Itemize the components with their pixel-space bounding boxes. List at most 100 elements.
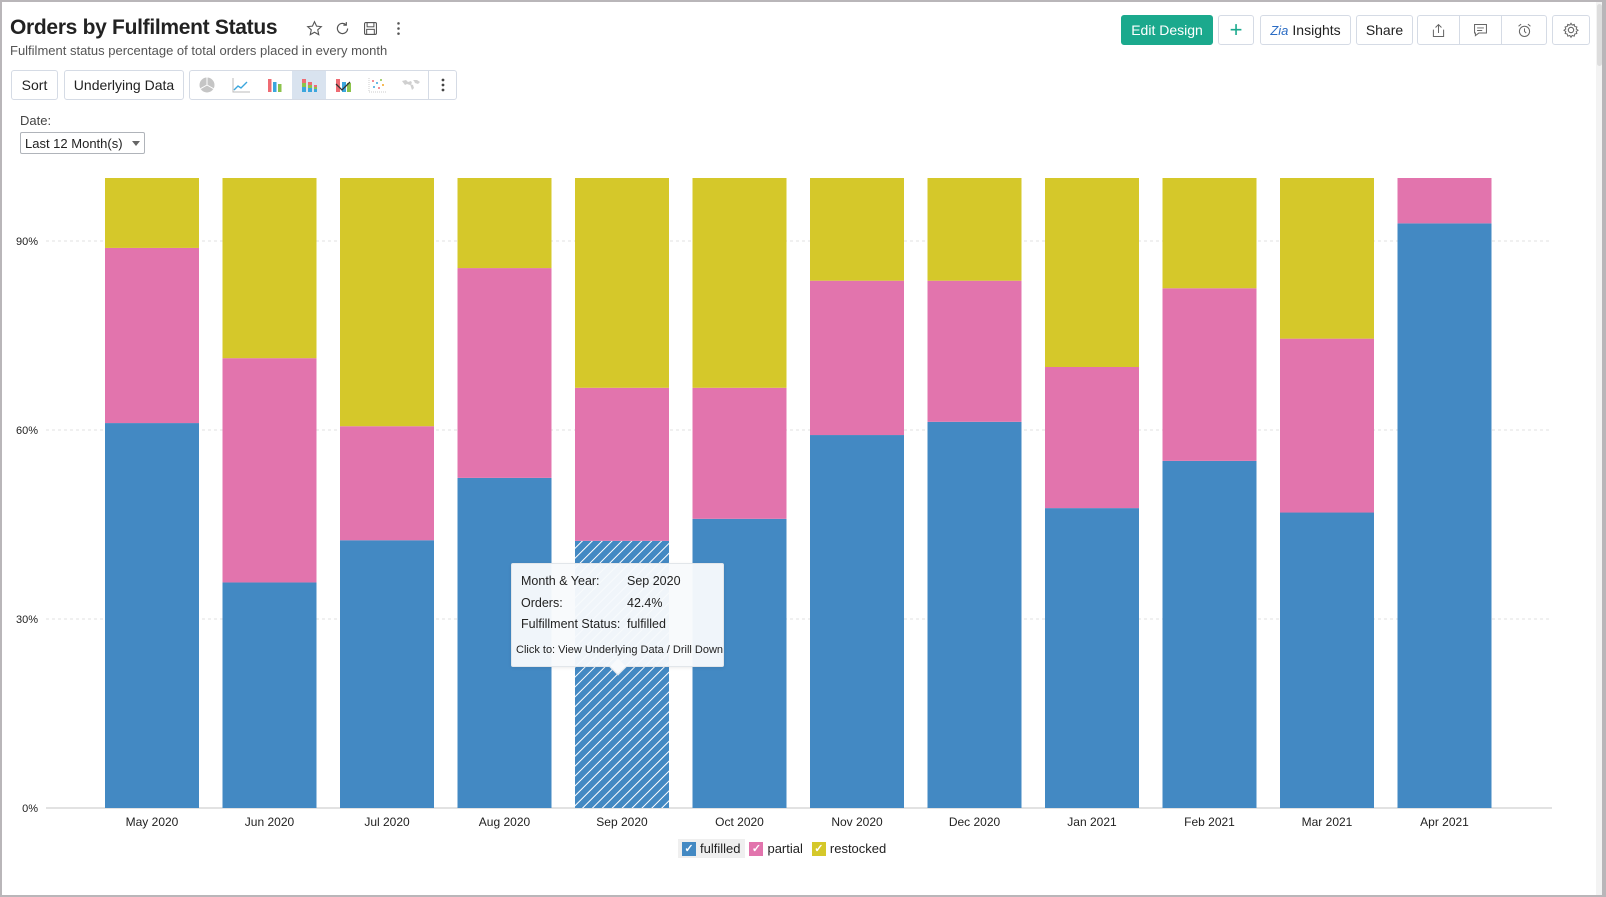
chart-type-stacked-bar-icon[interactable] — [292, 71, 326, 99]
x-tick-label: Nov 2020 — [831, 815, 883, 829]
chart-tooltip: Month & Year: Sep 2020 Orders: 42.4% Ful… — [511, 563, 724, 676]
bar-segment-restocked[interactable] — [692, 178, 787, 388]
chart-type-combination-icon[interactable] — [326, 71, 360, 99]
tooltip-footer: Click to: View Underlying Data / Drill D… — [516, 644, 724, 656]
tooltip-value: 42.4% — [627, 596, 663, 610]
x-tick-label: Oct 2020 — [715, 815, 764, 829]
alarm-icon[interactable] — [1502, 16, 1546, 44]
legend-item-partial[interactable]: ✓ partial — [745, 839, 807, 858]
bar-segment-partial[interactable] — [222, 358, 317, 583]
x-tick-label: Dec 2020 — [949, 815, 1001, 829]
bar-segment-fulfilled[interactable] — [927, 421, 1022, 808]
settings-button[interactable] — [1552, 15, 1590, 45]
star-icon[interactable] — [304, 18, 324, 38]
comment-icon[interactable] — [1460, 16, 1502, 44]
y-tick-label: 60% — [16, 425, 38, 437]
underlying-data-button[interactable]: Underlying Data — [64, 70, 184, 100]
bar-segment-partial[interactable] — [810, 280, 904, 436]
chevron-down-icon — [132, 141, 140, 146]
bar-segment-fulfilled[interactable] — [810, 435, 904, 808]
x-tick-label: Jun 2020 — [245, 815, 295, 829]
bar-segment-fulfilled[interactable] — [1162, 460, 1257, 808]
scrollbar-thumb[interactable] — [1597, 4, 1602, 66]
sort-button[interactable]: Sort — [11, 70, 58, 100]
chart-type-switcher — [189, 70, 457, 100]
chart-type-bar-icon[interactable] — [258, 71, 292, 99]
more-vertical-icon[interactable] — [388, 18, 408, 38]
bar-segment-partial[interactable] — [575, 387, 669, 541]
bar-segment-partial[interactable] — [1162, 288, 1257, 461]
x-tick-label: Apr 2021 — [1420, 815, 1469, 829]
check-icon: ✓ — [811, 841, 826, 856]
x-tick-label: Jan 2021 — [1067, 815, 1117, 829]
chart-type-map-icon[interactable] — [394, 71, 428, 99]
legend-label: restocked — [829, 841, 887, 856]
edit-design-button[interactable]: Edit Design — [1121, 15, 1213, 45]
bar-segment-partial[interactable] — [692, 387, 787, 519]
vertical-scrollbar[interactable] — [1596, 2, 1602, 895]
y-tick-label: 0% — [22, 803, 38, 815]
chart-type-line-icon[interactable] — [224, 71, 258, 99]
bar-segment-restocked[interactable] — [810, 178, 904, 281]
bar-segment-fulfilled[interactable] — [340, 540, 434, 808]
chart-type-pie-icon[interactable] — [190, 71, 224, 99]
bar-segment-partial[interactable] — [340, 426, 434, 541]
bar-segment-restocked[interactable] — [927, 178, 1022, 281]
date-filter-value: Last 12 Month(s) — [25, 135, 123, 151]
bar-segment-fulfilled[interactable] — [1045, 508, 1139, 808]
bar-segment-fulfilled[interactable] — [1397, 223, 1492, 809]
refresh-icon[interactable] — [332, 18, 352, 38]
check-icon: ✓ — [749, 841, 764, 856]
x-tick-label: May 2020 — [126, 815, 179, 829]
y-tick-label: 90% — [16, 236, 38, 248]
bar-segment-partial[interactable] — [1280, 338, 1374, 513]
bar-segment-partial[interactable] — [457, 268, 552, 478]
legend-label: fulfilled — [700, 841, 741, 856]
bar-segment-restocked[interactable] — [222, 178, 317, 359]
bar-segment-restocked[interactable] — [457, 178, 552, 269]
export-icon[interactable] — [1418, 16, 1460, 44]
insights-button[interactable]: Zia Insights — [1260, 15, 1351, 45]
bar-segment-restocked[interactable] — [1162, 178, 1257, 289]
check-icon: ✓ — [682, 841, 696, 856]
insights-label: Insights — [1292, 22, 1341, 38]
page-subtitle: Fulfilment status percentage of total or… — [10, 43, 388, 58]
bar-segment-partial[interactable] — [1045, 367, 1139, 509]
gear-icon — [1563, 22, 1579, 39]
add-button[interactable]: + — [1218, 15, 1254, 45]
bar-segment-restocked[interactable] — [340, 178, 434, 427]
bar-segment-partial[interactable] — [1397, 178, 1492, 224]
page-title: Orders by Fulfilment Status — [10, 16, 278, 39]
bar-segment-fulfilled[interactable] — [1280, 512, 1374, 808]
x-tick-label: Jul 2020 — [364, 815, 410, 829]
x-tick-label: Aug 2020 — [479, 815, 531, 829]
x-tick-label: Feb 2021 — [1184, 815, 1235, 829]
date-filter-label: Date: — [20, 113, 52, 128]
chart-type-more-icon[interactable] — [428, 71, 456, 99]
bar-segment-partial[interactable] — [927, 280, 1022, 422]
bar-segment-restocked[interactable] — [105, 178, 199, 248]
tooltip-key: Orders: — [521, 596, 563, 610]
x-tick-label: Mar 2021 — [1302, 815, 1353, 829]
y-tick-label: 30% — [16, 614, 38, 626]
bar-segment-restocked[interactable] — [1045, 178, 1139, 367]
tooltip-value: Sep 2020 — [627, 574, 681, 588]
bar-segment-restocked[interactable] — [1280, 178, 1374, 339]
tooltip-row: Month & Year: Sep 2020 — [521, 574, 681, 588]
chart-type-scatter-icon[interactable] — [360, 71, 394, 99]
chart-legend: ✓ fulfilled ✓ partial ✓ restocked — [678, 839, 891, 858]
bar-segment-partial[interactable] — [105, 247, 199, 424]
bar-segment-fulfilled[interactable] — [105, 423, 199, 808]
tooltip-value: fulfilled — [627, 617, 666, 631]
legend-item-restocked[interactable]: ✓ restocked — [808, 839, 891, 858]
save-icon[interactable] — [360, 18, 380, 38]
tooltip-row: Fulfillment Status: fulfilled — [521, 617, 666, 631]
bar-segment-restocked[interactable] — [575, 178, 669, 388]
bar-segment-fulfilled[interactable] — [222, 582, 317, 808]
date-filter-select[interactable]: Last 12 Month(s) — [20, 132, 145, 154]
legend-item-fulfilled[interactable]: ✓ fulfilled — [678, 839, 746, 858]
share-button[interactable]: Share — [1356, 15, 1413, 45]
x-tick-label: Sep 2020 — [596, 815, 648, 829]
tooltip-key: Month & Year: — [521, 574, 600, 588]
